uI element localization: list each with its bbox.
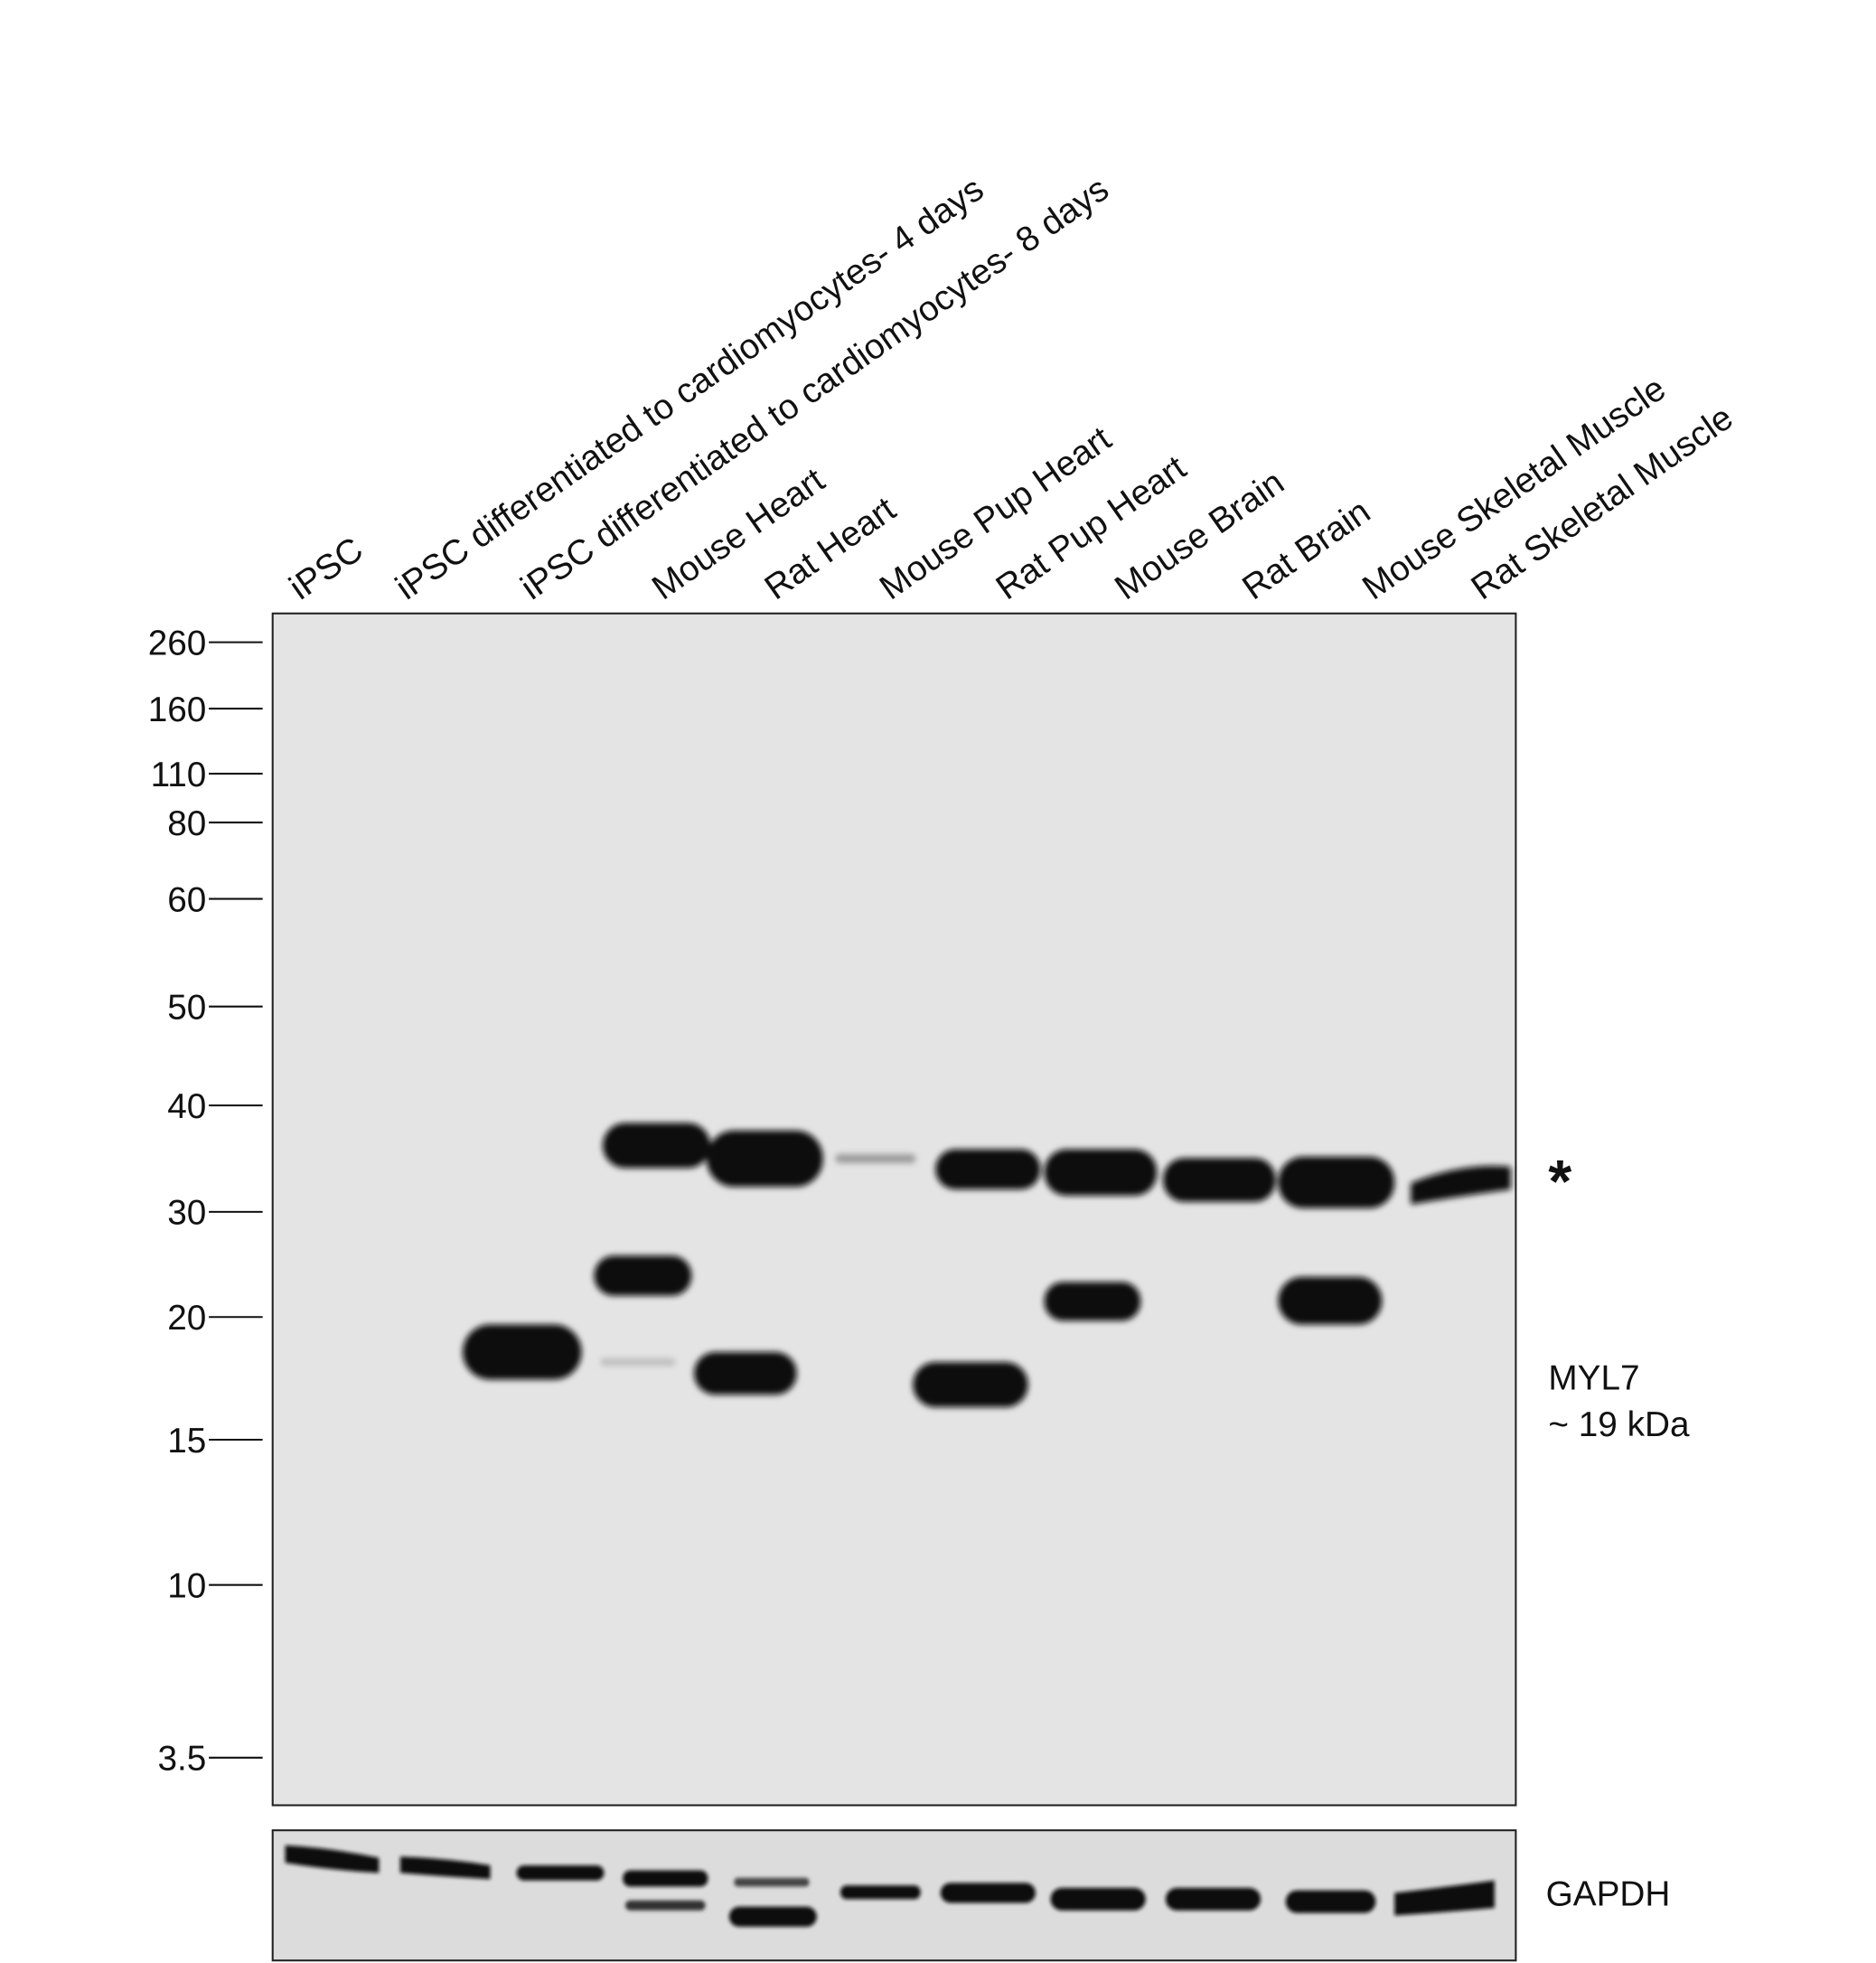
band: [1163, 1158, 1276, 1202]
marker-label: 60: [167, 880, 206, 919]
marker-label: 50: [167, 989, 206, 1028]
marker-label: 40: [167, 1087, 206, 1126]
band: [463, 1324, 582, 1380]
band: [516, 1864, 605, 1881]
lane-label: iPSC differentiated to cardiomyocytes- 4…: [389, 170, 990, 608]
band: [1050, 1887, 1146, 1911]
band: [603, 1122, 711, 1169]
lane-label: iPSC: [283, 530, 371, 607]
bands: [463, 1122, 1511, 1407]
marker-label: 3.5: [158, 1740, 207, 1779]
loading-control-label: GAPDH: [1546, 1874, 1671, 1913]
band: [1411, 1165, 1511, 1205]
target-label: MYL7: [1548, 1359, 1639, 1398]
band: [940, 1883, 1036, 1903]
band: [1165, 1887, 1262, 1911]
band: [1044, 1149, 1158, 1196]
band: [728, 1906, 817, 1927]
size-label: ~ 19 kDa: [1548, 1405, 1690, 1444]
marker-label: 10: [167, 1567, 206, 1606]
band: [594, 1255, 692, 1296]
band: [840, 1885, 921, 1900]
marker-label: 30: [167, 1194, 206, 1233]
marker-label: 15: [167, 1422, 206, 1461]
marker-label: 160: [148, 690, 207, 729]
band: [734, 1877, 810, 1887]
band: [1285, 1890, 1376, 1913]
band: [935, 1149, 1041, 1189]
band: [625, 1900, 706, 1911]
band: [1044, 1282, 1141, 1321]
marker-label: 80: [167, 804, 206, 843]
band: [399, 1856, 491, 1880]
marker-label: 20: [167, 1299, 206, 1338]
marker-label: 110: [151, 756, 207, 794]
marker-label: 260: [148, 624, 207, 662]
gapdh-bands: [285, 1845, 1495, 1927]
band: [1278, 1276, 1383, 1325]
main-blot: [271, 612, 1517, 1807]
band: [600, 1357, 676, 1367]
band: [706, 1130, 823, 1188]
asterisk: *: [1548, 1149, 1571, 1216]
band: [835, 1154, 916, 1163]
band: [285, 1845, 380, 1874]
band: [913, 1362, 1028, 1407]
band: [1394, 1880, 1495, 1916]
band: [694, 1352, 797, 1395]
band: [623, 1870, 708, 1887]
band: [1278, 1156, 1395, 1208]
